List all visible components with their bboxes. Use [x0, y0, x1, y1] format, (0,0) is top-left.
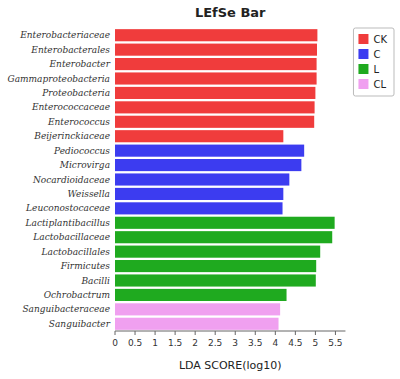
chart: LEfSe Bar Enterobacteriaceae Enterobactera… — [0, 0, 400, 379]
x-axis-line — [115, 331, 345, 332]
x-tick — [215, 331, 216, 335]
bar — [115, 72, 317, 84]
bar — [115, 29, 317, 41]
bar — [115, 159, 301, 171]
category-label: Lactiplantibacillus — [25, 218, 111, 228]
x-tick-label: 2.5 — [208, 338, 222, 348]
legend-swatch — [358, 79, 368, 89]
x-tick — [315, 331, 316, 335]
category-label: Pediococcus — [53, 146, 110, 156]
x-tick — [275, 331, 276, 335]
category-label: Enterococcaceae — [31, 102, 110, 112]
category-label: Enterobacter — [49, 59, 111, 69]
x-tick-label: 3.5 — [248, 338, 262, 348]
category-label: Lactobacillales — [41, 247, 111, 257]
legend-label: C — [373, 49, 380, 60]
x-tick — [195, 331, 196, 335]
x-tick-label: 4 — [272, 338, 278, 348]
legend-swatch — [358, 64, 368, 74]
x-tick — [175, 331, 176, 335]
bar — [115, 289, 287, 301]
bar — [115, 231, 332, 243]
bar — [115, 202, 283, 214]
legend-label: CL — [373, 79, 386, 90]
bar — [115, 58, 317, 70]
bar — [115, 217, 335, 229]
category-label: Enterobacterales — [30, 45, 110, 55]
x-tick — [115, 331, 116, 335]
category-label: Bacilli — [80, 276, 110, 286]
category-label: Leuconostocaceae — [25, 203, 110, 213]
x-tick-label: 4.5 — [288, 338, 302, 348]
x-tick — [295, 331, 296, 335]
bar — [115, 116, 314, 128]
x-tick-label: 0.5 — [128, 338, 142, 348]
category-label: Nocardioidaceae — [32, 175, 110, 185]
category-label: Gammaproteobacteria — [8, 74, 111, 84]
bar — [115, 260, 316, 272]
category-label: Beijerinckiaceae — [33, 131, 110, 141]
x-tick-label: 5 — [313, 338, 319, 348]
bar — [115, 246, 320, 258]
category-label: Ochrobactrum — [44, 290, 110, 300]
x-tick-label: 0 — [112, 338, 118, 348]
category-label: Sanguibacter — [49, 319, 111, 329]
x-tick — [135, 331, 136, 335]
legend-label: CK — [373, 34, 387, 45]
bars — [115, 29, 335, 330]
legend-label: L — [373, 64, 379, 75]
bar — [115, 173, 289, 185]
bar — [115, 274, 316, 286]
bar — [115, 44, 317, 56]
x-tick — [255, 331, 256, 335]
bar — [115, 87, 315, 99]
category-label: Proteobacteria — [41, 88, 110, 98]
category-label: Enterobacteriaceae — [19, 30, 110, 40]
bar — [115, 318, 279, 330]
category-label: Firmicutes — [60, 261, 111, 271]
x-tick-label: 1 — [152, 338, 158, 348]
x-tick-label: 5.5 — [328, 338, 342, 348]
category-label: Weissella — [68, 189, 110, 199]
x-axis-label: LDA SCORE(log10) — [179, 359, 282, 372]
x-tick-label: 2 — [192, 338, 198, 348]
category-label: Enterococcus — [47, 117, 110, 127]
bar — [115, 303, 280, 315]
x-tick — [235, 331, 236, 335]
bar — [115, 188, 283, 200]
bar — [115, 145, 304, 157]
category-label: Sanguibacteraceae — [22, 304, 110, 314]
bar — [115, 101, 315, 113]
title: LEfSe Bar — [195, 5, 266, 20]
legend-swatch — [358, 49, 368, 59]
x-tick-label: 1.5 — [168, 338, 182, 348]
x-tick — [335, 331, 336, 335]
legend: CK CL CL — [353, 28, 394, 96]
category-label: Lactobacillaceae — [32, 232, 110, 242]
legend-box — [353, 28, 394, 96]
x-tick — [155, 331, 156, 335]
x-tick-label: 3 — [232, 338, 238, 348]
bar — [115, 130, 283, 142]
legend-swatch — [358, 34, 368, 44]
category-label: Microvirga — [59, 160, 110, 170]
